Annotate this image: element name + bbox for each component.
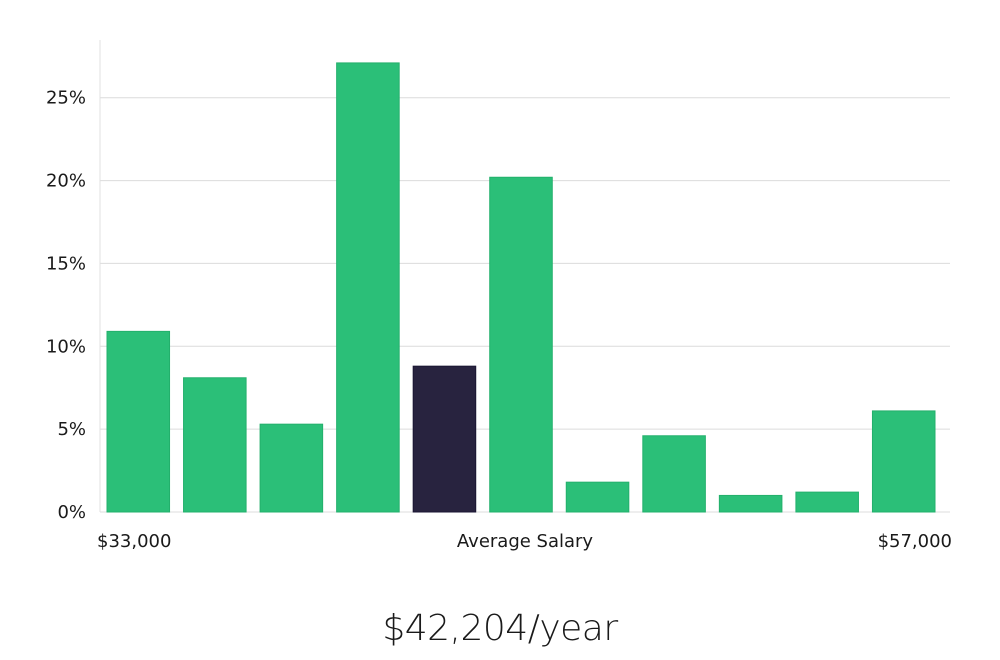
bar bbox=[795, 491, 859, 513]
x-axis-title: Average Salary bbox=[457, 531, 594, 552]
x-min-label: $33,000 bbox=[97, 531, 171, 552]
x-max-label: $57,000 bbox=[878, 531, 952, 552]
bar bbox=[642, 435, 706, 513]
bar bbox=[565, 481, 630, 513]
salary-histogram-chart: 0%5%10%15%20%25% $33,000 Average Salary … bbox=[46, 40, 952, 552]
bar bbox=[871, 410, 936, 513]
y-tick-label: 25% bbox=[46, 88, 86, 109]
bar bbox=[183, 377, 247, 513]
y-tick-label: 10% bbox=[46, 336, 86, 357]
bar bbox=[106, 330, 171, 513]
y-tick-label: 20% bbox=[46, 171, 86, 192]
bar bbox=[489, 176, 553, 513]
y-tick-labels: 0% 5% 10% 15% 20% 25% bbox=[46, 88, 86, 523]
bar bbox=[336, 62, 400, 513]
average-salary-value: $42,204/year bbox=[382, 608, 618, 649]
bar bbox=[718, 494, 783, 513]
bars bbox=[106, 62, 936, 513]
y-tick-label: 5% bbox=[57, 419, 86, 440]
y-tick-label: 0% bbox=[57, 502, 86, 523]
y-tick-label: 15% bbox=[46, 253, 86, 274]
bar-highlight bbox=[412, 365, 477, 513]
bar bbox=[259, 423, 324, 513]
